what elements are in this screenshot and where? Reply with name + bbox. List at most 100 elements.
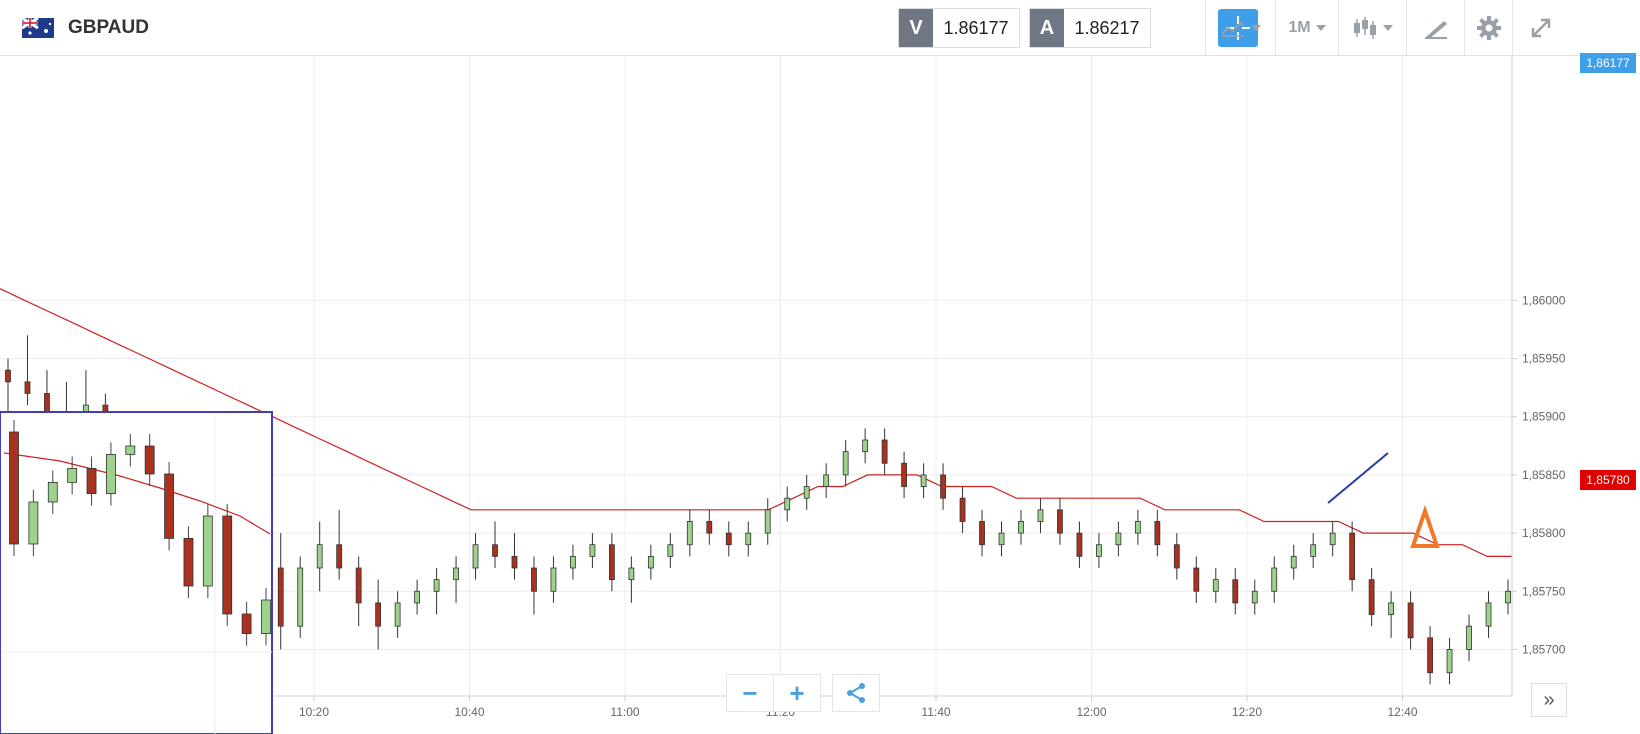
candle [1096, 533, 1102, 568]
price-tick-label: 1,85750 [1522, 584, 1566, 598]
candle [901, 451, 908, 499]
share-icon [847, 683, 865, 703]
candle [1290, 544, 1297, 580]
scroll-right-button[interactable]: » [1531, 683, 1567, 717]
price-tick-label: 1,86000 [1522, 293, 1566, 307]
candle [1173, 533, 1180, 580]
inset-candle [9, 420, 19, 556]
time-tick-label: 11:40 [921, 705, 950, 719]
candle [647, 544, 654, 580]
candle [1349, 521, 1356, 592]
inset-candle [202, 504, 213, 598]
candle [764, 498, 771, 545]
candle [686, 509, 693, 557]
candle [1057, 498, 1063, 545]
candle [550, 556, 557, 603]
price-tick-label: 1,85900 [1522, 410, 1566, 424]
candle [1018, 509, 1024, 545]
candles-icon [1354, 17, 1376, 39]
candle [492, 521, 498, 568]
symbol-label[interactable]: GBPAUD [21, 16, 149, 40]
candle [297, 556, 304, 638]
inset-candle [106, 442, 116, 506]
fullscreen-button[interactable] [1512, 0, 1568, 56]
time-tick-label: 12:20 [1232, 705, 1262, 719]
moving-average-price-tag: 1,85780 [1580, 470, 1636, 490]
chevron-down-icon [1383, 25, 1393, 31]
candle [531, 556, 537, 615]
gear-icon [1476, 16, 1501, 40]
candle [1505, 579, 1511, 615]
price-axis[interactable]: 1,86000 1,85950 1,85900 1,85850 1,85800 1,857… [1511, 56, 1566, 696]
candle [1485, 591, 1492, 638]
candle [881, 428, 888, 475]
candle [959, 486, 966, 534]
sell-label: V [899, 9, 933, 47]
candle [316, 521, 323, 592]
chart-type-button[interactable] [1205, 0, 1275, 56]
price-chart[interactable]: 1,86000 1,85950 1,85900 1,85850 1,85800 1,857… [0, 53, 1640, 734]
zoom-out-button[interactable]: − [726, 674, 774, 712]
sell-price: 1.86177 [943, 17, 1009, 38]
candle [745, 521, 752, 557]
candle [1232, 568, 1239, 615]
candle [1212, 568, 1219, 603]
candle [725, 521, 732, 557]
candle [336, 509, 343, 580]
candle [414, 579, 420, 615]
inset-candle [241, 602, 252, 646]
candle [1134, 509, 1141, 545]
inset-candle [261, 588, 271, 646]
flag-icon [21, 16, 54, 38]
fullscreen-icon [1531, 18, 1550, 38]
candle [1037, 498, 1044, 534]
time-tick-label: 10:40 [454, 705, 484, 719]
inset-candle [222, 504, 233, 626]
candles-style-button[interactable] [1338, 0, 1406, 56]
candle [433, 568, 440, 615]
settings-button[interactable] [1464, 0, 1512, 56]
inset-candle [125, 434, 136, 467]
candle [608, 533, 615, 592]
candle [998, 521, 1005, 557]
candle [1251, 579, 1258, 615]
candle [1446, 637, 1453, 685]
candle [1407, 591, 1414, 650]
drawing-tools-button[interactable] [1406, 0, 1464, 56]
trend-line-drawing[interactable] [1327, 452, 1389, 504]
candle [1329, 521, 1336, 557]
candle [394, 591, 401, 638]
candle [1193, 556, 1200, 603]
candle [1388, 591, 1395, 638]
chart-type-icon [1221, 21, 1245, 37]
candle [375, 579, 382, 650]
timeframe-button[interactable]: 1M [1275, 0, 1338, 56]
zoom-in-icon: + [789, 677, 805, 708]
candle [24, 335, 31, 406]
candle [784, 486, 791, 522]
inset-moving-average [3, 452, 271, 535]
candle [277, 533, 284, 650]
sell-quote[interactable]: V 1.86177 [898, 8, 1020, 48]
candle [628, 556, 635, 603]
candle [589, 533, 596, 568]
time-tick-label: 12:00 [1076, 705, 1106, 719]
drawing-tools-icon [1424, 21, 1447, 39]
candle [706, 509, 713, 545]
inset-candle [183, 526, 194, 598]
candle [472, 533, 479, 580]
candle [823, 463, 830, 499]
candlestick-chart[interactable]: 1,86000 1,85950 1,85900 1,85850 1,85800 1,857… [0, 56, 1640, 734]
scroll-right-icon: » [1543, 688, 1555, 711]
candle [1368, 568, 1375, 627]
inset-candle [28, 490, 39, 556]
moving-average-layer [0, 288, 1512, 557]
buy-quote[interactable]: A 1.86217 [1029, 8, 1151, 48]
zoom-out-icon: − [742, 677, 758, 708]
candle [842, 440, 849, 487]
warning-triangle-drawing[interactable] [1410, 504, 1440, 548]
chevron-down-icon [1315, 25, 1326, 31]
candle [1271, 556, 1278, 603]
share-button[interactable] [832, 674, 880, 712]
zoom-in-button[interactable]: + [773, 674, 821, 712]
